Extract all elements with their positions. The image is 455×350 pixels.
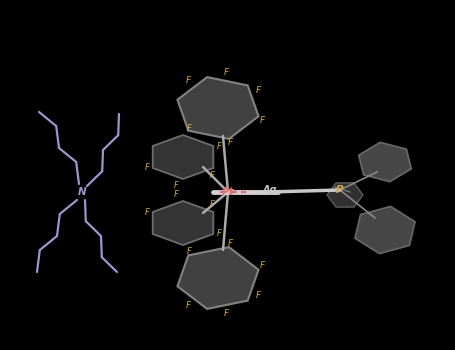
Text: F: F (187, 247, 192, 256)
Polygon shape (177, 77, 258, 139)
Text: F: F (256, 291, 261, 300)
Text: F: F (259, 261, 264, 270)
Polygon shape (355, 206, 415, 254)
Text: F: F (174, 181, 179, 190)
Polygon shape (153, 201, 213, 245)
Text: F: F (210, 200, 215, 209)
Text: F: F (174, 190, 179, 199)
Text: F: F (228, 138, 233, 147)
Text: F: F (210, 171, 215, 180)
Text: P: P (336, 185, 344, 195)
Text: F: F (185, 76, 191, 85)
Text: N: N (78, 187, 86, 197)
Polygon shape (359, 142, 411, 182)
Polygon shape (153, 135, 213, 179)
Text: F: F (187, 124, 192, 133)
Text: F: F (259, 116, 264, 125)
Text: Pt: Pt (222, 187, 234, 197)
Text: F: F (228, 239, 233, 248)
Polygon shape (177, 247, 258, 309)
Text: F: F (217, 142, 222, 152)
Text: F: F (256, 86, 261, 94)
Text: F: F (223, 309, 229, 318)
Polygon shape (327, 183, 363, 207)
Text: F: F (145, 162, 150, 172)
Text: F: F (217, 229, 222, 238)
Text: F: F (185, 301, 191, 310)
Text: F: F (145, 209, 150, 217)
Text: F: F (223, 68, 229, 77)
Text: Ag: Ag (263, 185, 277, 195)
